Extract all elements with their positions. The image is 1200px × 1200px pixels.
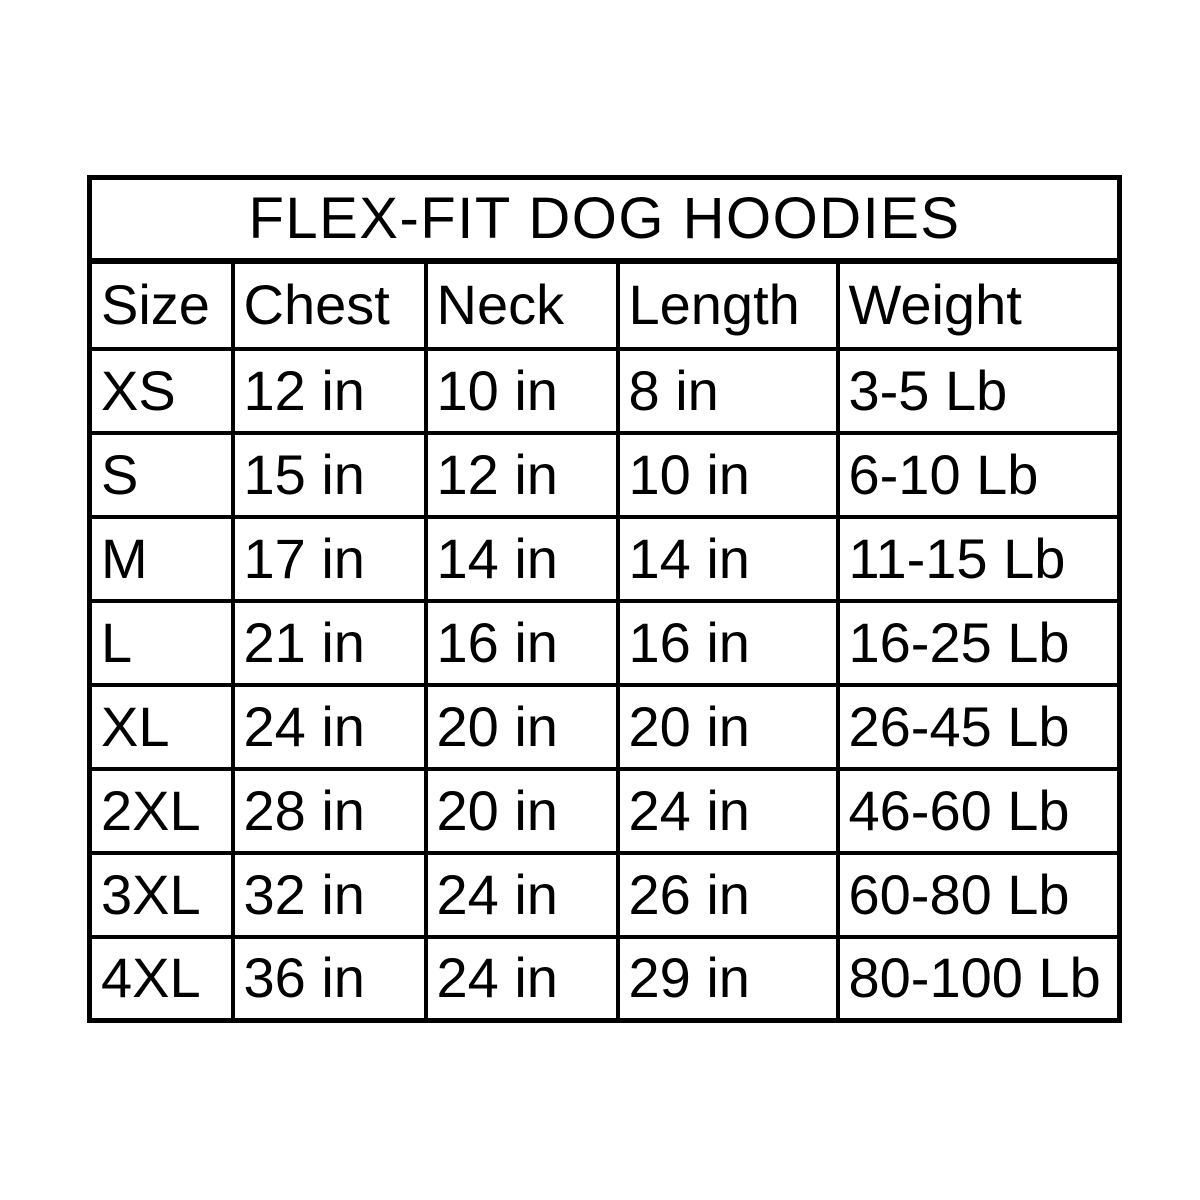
- cell-neck: 24 in: [423, 850, 620, 939]
- cell-length: 24 in: [615, 766, 840, 855]
- cell-chest: 17 in: [230, 514, 428, 603]
- table-row-s: S 15 in 12 in 10 in 6-10 Lb: [87, 430, 1122, 519]
- cell-chest: 15 in: [230, 430, 428, 519]
- cell-size: XL: [87, 682, 235, 771]
- table-title: FLEX-FIT DOG HOODIES: [87, 175, 1122, 264]
- cell-weight: 60-80 Lb: [835, 850, 1122, 939]
- cell-length: 8 in: [615, 346, 840, 435]
- table-row-l: L 21 in 16 in 16 in 16-25 Lb: [87, 598, 1122, 687]
- cell-size: XS: [87, 346, 235, 435]
- table-row-xl: XL 24 in 20 in 20 in 26-45 Lb: [87, 682, 1122, 771]
- cell-neck: 20 in: [423, 682, 620, 771]
- cell-neck: 10 in: [423, 346, 620, 435]
- table-row-3xl: 3XL 32 in 24 in 26 in 60-80 Lb: [87, 850, 1122, 939]
- cell-size: S: [87, 430, 235, 519]
- cell-length: 26 in: [615, 850, 840, 939]
- table-row-xs: XS 12 in 10 in 8 in 3-5 Lb: [87, 346, 1122, 435]
- cell-chest: 24 in: [230, 682, 428, 771]
- cell-size: 2XL: [87, 766, 235, 855]
- cell-length: 29 in: [615, 934, 840, 1023]
- cell-length: 20 in: [615, 682, 840, 771]
- column-header-neck: Neck: [423, 258, 620, 351]
- cell-neck: 12 in: [423, 430, 620, 519]
- cell-weight: 26-45 Lb: [835, 682, 1122, 771]
- table-row-2xl: 2XL 28 in 20 in 24 in 46-60 Lb: [87, 766, 1122, 855]
- cell-weight: 46-60 Lb: [835, 766, 1122, 855]
- cell-chest: 12 in: [230, 346, 428, 435]
- column-header-chest: Chest: [230, 258, 428, 351]
- cell-length: 14 in: [615, 514, 840, 603]
- column-header-weight: Weight: [835, 258, 1122, 351]
- table-row-4xl: 4XL 36 in 24 in 29 in 80-100 Lb: [87, 934, 1122, 1023]
- cell-neck: 16 in: [423, 598, 620, 687]
- size-chart-table: FLEX-FIT DOG HOODIES Size Chest Neck Len…: [87, 175, 1122, 1023]
- table-row-m: M 17 in 14 in 14 in 11-15 Lb: [87, 514, 1122, 603]
- cell-weight: 16-25 Lb: [835, 598, 1122, 687]
- cell-length: 16 in: [615, 598, 840, 687]
- cell-weight: 3-5 Lb: [835, 346, 1122, 435]
- cell-size: M: [87, 514, 235, 603]
- cell-neck: 24 in: [423, 934, 620, 1023]
- column-header-size: Size: [87, 258, 235, 351]
- cell-size: 4XL: [87, 934, 235, 1023]
- cell-chest: 36 in: [230, 934, 428, 1023]
- cell-neck: 20 in: [423, 766, 620, 855]
- cell-size: 3XL: [87, 850, 235, 939]
- table-header-row: Size Chest Neck Length Weight: [87, 258, 1122, 351]
- cell-chest: 28 in: [230, 766, 428, 855]
- cell-weight: 80-100 Lb: [835, 934, 1122, 1023]
- cell-neck: 14 in: [423, 514, 620, 603]
- cell-chest: 21 in: [230, 598, 428, 687]
- table-title-row: FLEX-FIT DOG HOODIES: [87, 175, 1122, 264]
- cell-size: L: [87, 598, 235, 687]
- cell-weight: 6-10 Lb: [835, 430, 1122, 519]
- cell-chest: 32 in: [230, 850, 428, 939]
- cell-weight: 11-15 Lb: [835, 514, 1122, 603]
- cell-length: 10 in: [615, 430, 840, 519]
- column-header-length: Length: [615, 258, 840, 351]
